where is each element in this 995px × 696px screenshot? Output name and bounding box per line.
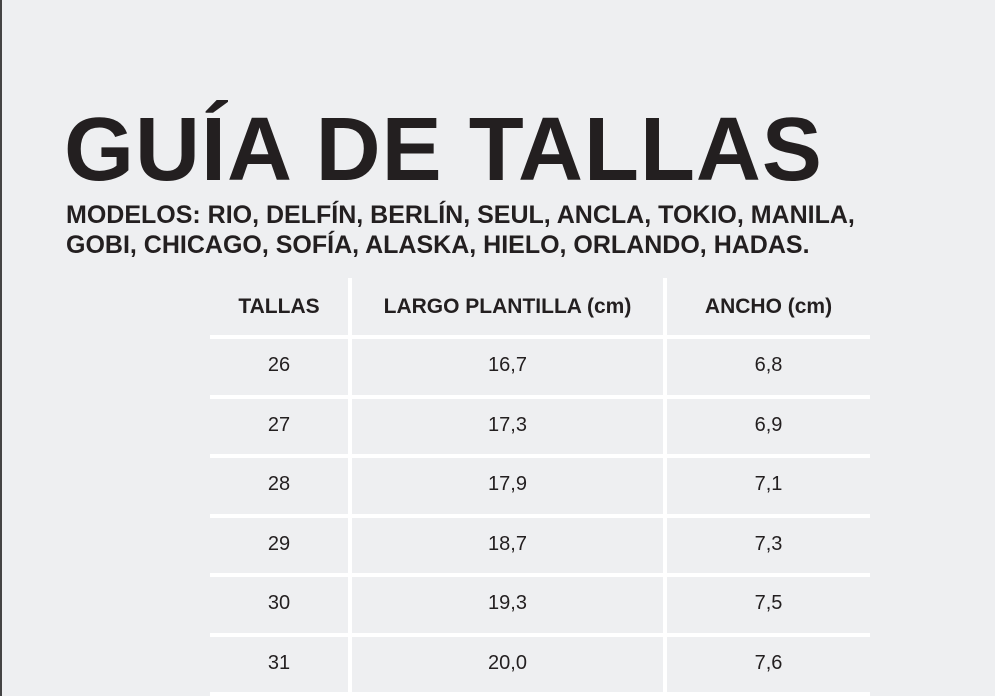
row-divider [210, 692, 870, 696]
page-edge [0, 0, 2, 696]
subtitle: MODELOS: RIO, DELFÍN, BERLÍN, SEUL, ANCL… [66, 201, 855, 229]
row-divider [210, 394, 870, 399]
row-divider [210, 573, 870, 577]
table-cell: 6,9 [754, 413, 783, 436]
row-divider [210, 335, 870, 339]
table-cell: 28 [267, 473, 291, 496]
table-cell: 17,3 [488, 413, 527, 436]
subtitle: GOBI, CHICAGO, SOFÍA, ALASKA, HIELO, ORL… [66, 231, 810, 259]
table-cell: 30 [267, 592, 291, 615]
table-cell: 7,6 [754, 651, 783, 674]
table-cell: 6,8 [754, 354, 783, 377]
table-cell: 7,1 [754, 473, 783, 496]
table-cell: 31 [267, 651, 291, 674]
column-header: TALLAS [238, 295, 320, 318]
table-cell: 26 [267, 354, 291, 377]
table-cell: 19,3 [488, 592, 527, 615]
row-divider [210, 454, 870, 458]
table-cell: 7,5 [754, 592, 783, 615]
row-divider [210, 513, 870, 518]
row-divider [210, 632, 870, 637]
table-cell: 27 [267, 413, 291, 436]
table-cell: 17,9 [488, 473, 527, 496]
table-cell: 20,0 [488, 651, 527, 674]
table-cell: 18,7 [488, 532, 527, 555]
table-cell: 29 [267, 532, 291, 555]
table-cell: 7,3 [754, 532, 783, 555]
column-header: ANCHO (cm) [704, 295, 833, 318]
title: GUÍA DE TALLAS [64, 100, 823, 200]
column-header: LARGO PLANTILLA (cm) [383, 295, 632, 318]
column-divider [348, 278, 352, 696]
column-divider [663, 278, 667, 696]
table-cell: 16,7 [488, 354, 527, 377]
